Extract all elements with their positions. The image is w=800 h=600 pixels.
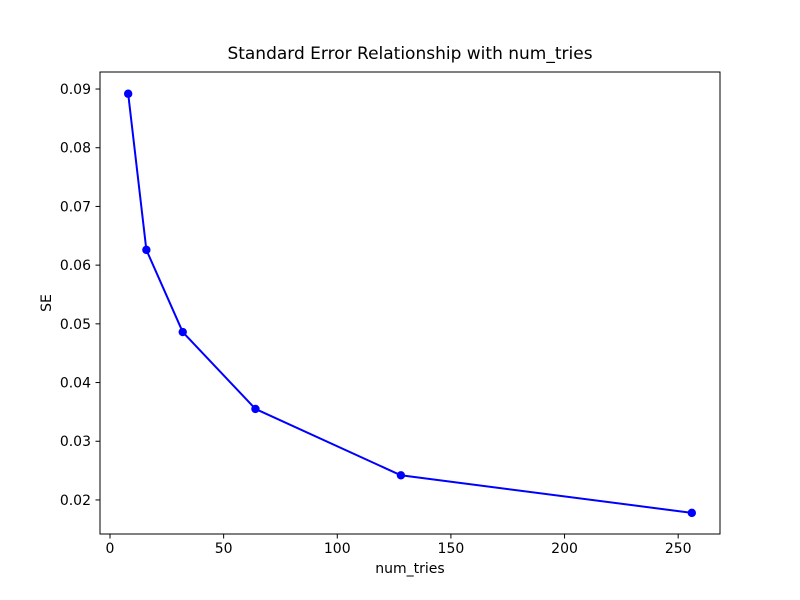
data-point [142,245,151,255]
data-point [251,404,260,414]
x-axis-label: num_tries [375,561,445,577]
axes-spines [99,71,721,535]
y-tick-label: 0.03 [60,434,91,450]
y-tick-label: 0.07 [60,199,91,215]
x-tick-label: 150 [438,541,465,557]
data-point [396,471,406,480]
data-point [123,89,133,98]
y-tick-label: 0.06 [60,258,91,274]
y-tick-label: 0.08 [60,141,91,157]
x-tick-label: 250 [665,541,692,557]
x-tick-label: 200 [551,541,578,557]
y-tick-label: 0.04 [60,376,91,392]
x-tick-label: 0 [106,541,115,557]
data-point [687,508,697,518]
data-point [178,327,187,337]
y-tick-label: 0.05 [60,317,91,333]
x-tick-label: 100 [324,541,351,557]
y-axis-label: SE [39,294,55,312]
chart-title: Standard Error Relationship with num_tri… [227,44,593,64]
y-tick-label: 0.09 [60,82,91,98]
x-tick-label: 50 [215,541,233,557]
data-series-line [127,92,693,514]
y-tick-label: 0.02 [60,493,91,509]
